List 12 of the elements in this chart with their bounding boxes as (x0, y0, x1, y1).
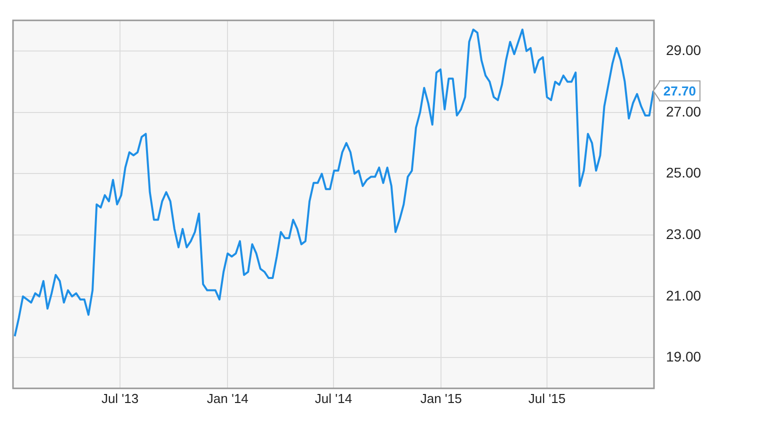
y-tick-label: 19.00 (666, 348, 702, 365)
x-tick-label: Jul '15 (528, 390, 566, 406)
x-tick-label: Jan '15 (420, 390, 462, 406)
annotation: 27.70 (663, 84, 696, 99)
x-tick-label: Jul '13 (101, 390, 139, 406)
y-tick-label: 27.00 (666, 103, 702, 120)
x-tick-label: Jul '14 (314, 390, 352, 406)
y-tick-label: 25.00 (666, 164, 702, 181)
y-tick-label: 23.00 (666, 226, 702, 242)
y-tick-label: 29.00 (666, 42, 702, 58)
x-tick-label: Jan '14 (206, 390, 248, 406)
y-tick-label: 21.00 (666, 287, 702, 304)
